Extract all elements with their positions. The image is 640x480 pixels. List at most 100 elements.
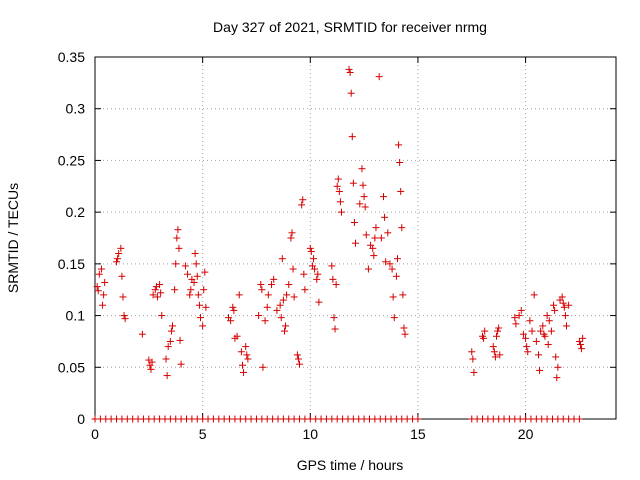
- data-point: [244, 355, 252, 363]
- data-point: [240, 368, 248, 376]
- data-point: [293, 351, 301, 359]
- data-point: [530, 291, 538, 299]
- data-point-zero: [575, 415, 583, 423]
- data-point: [172, 260, 180, 268]
- data-point: [543, 312, 551, 320]
- data-point: [121, 315, 129, 323]
- data-point: [511, 314, 519, 322]
- data-point: [345, 65, 353, 73]
- data-points: [91, 65, 587, 423]
- data-point: [173, 234, 181, 242]
- data-point: [95, 270, 103, 278]
- data-point: [282, 322, 290, 330]
- data-point-zero: [414, 415, 422, 423]
- data-point: [97, 265, 105, 273]
- data-point: [338, 208, 346, 216]
- data-point: [553, 374, 561, 382]
- data-point: [512, 320, 520, 328]
- data-point: [388, 265, 396, 273]
- data-point: [156, 281, 164, 289]
- data-point: [276, 301, 284, 309]
- data-point: [397, 187, 405, 195]
- y-axis-label: SRMTID / TECUs: [5, 183, 21, 293]
- data-point: [263, 303, 271, 311]
- data-point: [151, 286, 159, 294]
- data-point: [186, 291, 194, 299]
- data-point: [515, 312, 523, 320]
- y-tick-label: 0: [77, 411, 85, 427]
- data-point: [519, 330, 527, 338]
- data-point: [99, 301, 107, 309]
- data-point: [550, 301, 558, 309]
- data-point: [314, 270, 322, 278]
- data-point: [349, 179, 357, 187]
- data-point: [329, 275, 337, 283]
- data-point: [328, 262, 336, 270]
- data-point: [386, 260, 394, 268]
- data-point: [273, 306, 281, 314]
- data-point: [352, 239, 359, 247]
- data-point: [541, 332, 549, 340]
- data-point: [296, 360, 304, 368]
- data-point: [561, 312, 569, 320]
- data-point: [551, 306, 559, 314]
- data-point: [575, 337, 583, 345]
- data-point: [177, 360, 185, 368]
- data-point: [166, 337, 174, 345]
- data-point: [578, 345, 586, 353]
- data-point: [306, 244, 314, 252]
- data-point: [536, 366, 544, 374]
- data-point: [469, 355, 477, 363]
- data-point: [138, 330, 146, 338]
- data-point: [554, 363, 562, 371]
- x-tick-label: 5: [199, 426, 207, 442]
- x-tick-label: 20: [518, 426, 534, 442]
- data-point: [331, 325, 339, 333]
- data-point: [526, 317, 534, 325]
- data-point: [528, 327, 536, 335]
- data-point: [233, 332, 241, 340]
- data-point: [259, 363, 267, 371]
- data-point: [524, 348, 532, 356]
- y-tick-label: 0.15: [58, 256, 85, 272]
- y-tick-label: 0.35: [58, 49, 85, 65]
- data-point: [537, 327, 545, 335]
- data-point: [174, 226, 182, 234]
- data-point: [283, 291, 291, 299]
- data-point: [532, 337, 540, 345]
- data-point: [255, 312, 263, 320]
- data-point: [362, 231, 370, 239]
- axis-ticks: 0 5 10 15 20 0 0.05 0.1 0.15 0.2 0.25 0.3 0.35: [58, 49, 616, 442]
- data-point: [229, 303, 237, 311]
- data-point: [270, 275, 278, 283]
- data-point: [491, 353, 499, 361]
- data-point: [242, 343, 250, 351]
- data-point: [285, 281, 293, 289]
- data-point: [517, 306, 525, 314]
- data-point: [539, 322, 547, 330]
- data-point: [468, 348, 476, 356]
- data-point: [298, 201, 306, 209]
- data-point: [333, 182, 341, 190]
- data-point: [119, 293, 127, 301]
- data-point: [490, 348, 498, 356]
- data-point: [544, 341, 552, 349]
- data-point: [93, 283, 101, 291]
- data-point: [470, 368, 478, 376]
- data-point: [153, 293, 161, 301]
- data-point: [100, 291, 108, 299]
- data-point: [361, 203, 369, 211]
- data-point: [202, 303, 210, 311]
- data-point: [334, 175, 342, 183]
- data-point: [115, 250, 123, 258]
- data-point: [346, 69, 354, 77]
- data-point: [522, 334, 530, 342]
- data-point: [565, 301, 573, 309]
- data-point: [400, 324, 408, 332]
- data-point: [294, 355, 302, 363]
- data-point: [389, 293, 397, 301]
- data-point: [257, 281, 265, 289]
- data-point: [167, 327, 175, 335]
- data-point: [149, 291, 157, 299]
- data-point: [171, 286, 179, 294]
